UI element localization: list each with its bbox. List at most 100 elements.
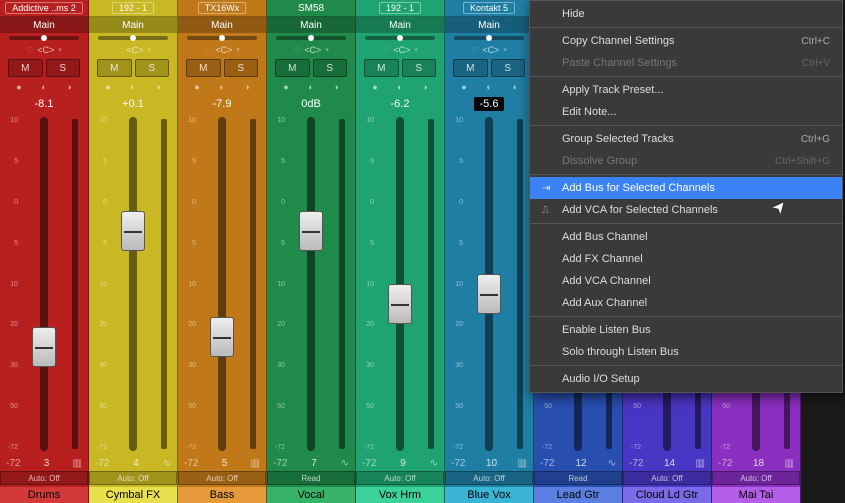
wave-icon[interactable]: ∿ bbox=[163, 458, 171, 469]
volume-db-label[interactable]: -5.6 bbox=[445, 95, 533, 113]
channel-name-label[interactable]: Bass bbox=[178, 487, 266, 503]
fader-knob[interactable] bbox=[477, 274, 501, 314]
automation-mode-button[interactable]: Read bbox=[534, 471, 622, 485]
channel-name-label[interactable]: Vox Hrm bbox=[356, 487, 444, 503]
fader-knob[interactable] bbox=[388, 284, 412, 324]
volume-db-label[interactable]: -8.1 bbox=[0, 95, 88, 113]
mute-button[interactable]: M bbox=[364, 59, 399, 77]
automation-mode-button[interactable]: Auto: Off bbox=[178, 471, 266, 485]
volume-db-label[interactable]: -6.2 bbox=[356, 95, 444, 113]
piano-icon[interactable]: ▥ bbox=[696, 458, 705, 469]
solo-button[interactable]: S bbox=[224, 59, 259, 77]
automation-mode-button[interactable]: Auto: Off bbox=[445, 471, 533, 485]
channel-insert-label[interactable]: SM58 bbox=[267, 0, 355, 17]
fader-knob[interactable] bbox=[32, 327, 56, 367]
menu-item[interactable]: Add Aux Channel bbox=[530, 292, 842, 314]
channel-insert-label[interactable]: TX16Wx bbox=[178, 0, 266, 17]
piano-icon[interactable]: ▥ bbox=[73, 458, 82, 469]
solo-button[interactable]: S bbox=[402, 59, 437, 77]
fader-track[interactable] bbox=[396, 117, 404, 451]
pan-slider[interactable] bbox=[178, 33, 266, 43]
mute-button[interactable]: M bbox=[453, 59, 488, 77]
automation-mode-button[interactable]: Auto: Off bbox=[89, 471, 177, 485]
piano-icon[interactable]: ▥ bbox=[518, 458, 527, 469]
fader-knob[interactable] bbox=[299, 211, 323, 251]
monitor-icon[interactable]: ◐ bbox=[389, 81, 411, 93]
menu-item[interactable]: Add Bus Channel bbox=[530, 226, 842, 248]
wave-icon[interactable]: ∿ bbox=[341, 458, 349, 469]
record-icon[interactable]: ● bbox=[364, 81, 386, 93]
mute-button[interactable]: M bbox=[186, 59, 221, 77]
channel-name-label[interactable]: Lead Gtr bbox=[534, 487, 622, 503]
channel-output-label[interactable]: Main bbox=[356, 17, 444, 33]
mute-button[interactable]: M bbox=[97, 59, 132, 77]
solo-button[interactable]: S bbox=[313, 59, 348, 77]
menu-item[interactable]: ⇥Add Bus for Selected Channels bbox=[530, 177, 842, 199]
channel-insert-label[interactable]: 192 - 1 bbox=[356, 0, 444, 17]
phase-icon[interactable]: ◑ bbox=[236, 81, 258, 93]
volume-db-label[interactable]: -7.9 bbox=[178, 95, 266, 113]
solo-button[interactable]: S bbox=[135, 59, 170, 77]
volume-db-label[interactable]: +0.1 bbox=[89, 95, 177, 113]
pan-slider[interactable] bbox=[89, 33, 177, 43]
monitor-icon[interactable]: ◐ bbox=[478, 81, 500, 93]
channel-output-label[interactable]: Main bbox=[178, 17, 266, 33]
monitor-icon[interactable]: ◐ bbox=[122, 81, 144, 93]
channel-output-label[interactable]: Main bbox=[445, 17, 533, 33]
channel-name-label[interactable]: Drums bbox=[0, 487, 88, 503]
monitor-icon[interactable]: ◐ bbox=[300, 81, 322, 93]
monitor-icon[interactable]: ◐ bbox=[211, 81, 233, 93]
volume-db-label[interactable]: 0dB bbox=[267, 95, 355, 113]
mute-button[interactable]: M bbox=[275, 59, 310, 77]
channel-name-label[interactable]: Vocal bbox=[267, 487, 355, 503]
monitor-icon[interactable]: ◐ bbox=[33, 81, 55, 93]
menu-item[interactable]: ⎍Add VCA for Selected Channels bbox=[530, 199, 842, 221]
channel-name-label[interactable]: Cloud Ld Gtr bbox=[623, 487, 711, 503]
channel-name-label[interactable]: Blue Vox bbox=[445, 487, 533, 503]
fader-track[interactable] bbox=[218, 117, 226, 451]
pan-slider[interactable] bbox=[0, 33, 88, 43]
phase-icon[interactable]: ◑ bbox=[414, 81, 436, 93]
wave-icon[interactable]: ∿ bbox=[430, 458, 438, 469]
phase-icon[interactable]: ◑ bbox=[503, 81, 525, 93]
menu-item[interactable]: Add FX Channel bbox=[530, 248, 842, 270]
fader-knob[interactable] bbox=[121, 211, 145, 251]
menu-item[interactable]: Copy Channel SettingsCtrl+C bbox=[530, 30, 842, 52]
menu-item[interactable]: Group Selected TracksCtrl+G bbox=[530, 128, 842, 150]
fader-track[interactable] bbox=[129, 117, 137, 451]
automation-mode-button[interactable]: Read bbox=[267, 471, 355, 485]
mute-button[interactable]: M bbox=[8, 59, 43, 77]
channel-name-label[interactable]: Cymbal FX bbox=[89, 487, 177, 503]
channel-output-label[interactable]: Main bbox=[0, 17, 88, 33]
channel-output-label[interactable]: Main bbox=[267, 17, 355, 33]
phase-icon[interactable]: ◑ bbox=[147, 81, 169, 93]
channel-insert-label[interactable]: 192 - 1 bbox=[89, 0, 177, 17]
automation-mode-button[interactable]: Auto: Off bbox=[712, 471, 800, 485]
channel-insert-label[interactable]: Addictive ..ms 2 bbox=[0, 0, 88, 17]
fader-knob[interactable] bbox=[210, 317, 234, 357]
channel-name-label[interactable]: Mai Tai bbox=[712, 487, 800, 503]
fader-track[interactable] bbox=[40, 117, 48, 451]
menu-item[interactable]: Hide bbox=[530, 3, 842, 25]
solo-button[interactable]: S bbox=[491, 59, 526, 77]
automation-mode-button[interactable]: Auto: Off bbox=[0, 471, 88, 485]
channel-output-label[interactable]: Main bbox=[89, 17, 177, 33]
fader-track[interactable] bbox=[307, 117, 315, 451]
fader-track[interactable] bbox=[485, 117, 493, 451]
piano-icon[interactable]: ▥ bbox=[251, 458, 260, 469]
menu-item[interactable]: Edit Note... bbox=[530, 101, 842, 123]
phase-icon[interactable]: ◑ bbox=[58, 81, 80, 93]
menu-item[interactable]: Add VCA Channel bbox=[530, 270, 842, 292]
pan-slider[interactable] bbox=[267, 33, 355, 43]
record-icon[interactable]: ● bbox=[8, 81, 30, 93]
menu-item[interactable]: Solo through Listen Bus bbox=[530, 341, 842, 363]
record-icon[interactable]: ● bbox=[186, 81, 208, 93]
pan-slider[interactable] bbox=[356, 33, 444, 43]
phase-icon[interactable]: ◑ bbox=[325, 81, 347, 93]
menu-item[interactable]: Apply Track Preset... bbox=[530, 79, 842, 101]
record-icon[interactable]: ● bbox=[97, 81, 119, 93]
solo-button[interactable]: S bbox=[46, 59, 81, 77]
menu-item[interactable]: Enable Listen Bus bbox=[530, 319, 842, 341]
menu-item[interactable]: Audio I/O Setup bbox=[530, 368, 842, 390]
record-icon[interactable]: ● bbox=[453, 81, 475, 93]
